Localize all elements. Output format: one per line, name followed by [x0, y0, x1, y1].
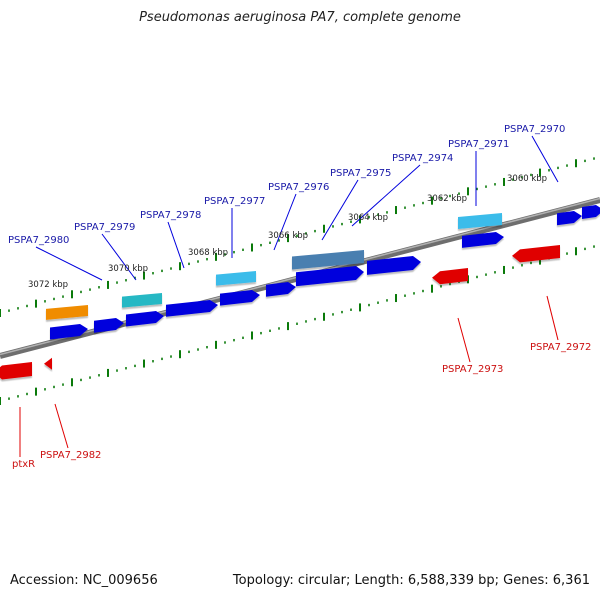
leader-line-forward	[351, 164, 421, 227]
gene-arrow-forward	[166, 300, 218, 317]
gene-label-reverse: PSPA7_2973	[442, 364, 503, 375]
leader-line-forward	[167, 221, 185, 269]
scale-labels: 3072 kbp 3070 kbp 3068 kbp 3066 kbp 3064 kbp…	[28, 174, 547, 290]
gene-arrow-forward	[367, 256, 421, 275]
gene-arrow-forward	[296, 266, 364, 287]
gene-box-cyan	[216, 271, 256, 286]
gene-label-forward: PSPA7_2975	[330, 168, 391, 179]
leader-line-forward	[35, 246, 103, 281]
gene-box-cyan	[458, 213, 502, 230]
gene-label-forward: PSPA7_2977	[204, 196, 265, 207]
leader-line-reverse	[54, 403, 69, 449]
gene-box-orange	[46, 305, 88, 320]
gene-label-forward: PSPA7_2979	[74, 222, 135, 233]
scale-label: 3062 kbp	[427, 194, 467, 204]
leader-line-forward	[531, 135, 559, 183]
gene-arrow-forward	[126, 311, 164, 327]
gene-arrow-forward	[462, 232, 504, 248]
gene-label-forward: PSPA7_2978	[140, 210, 201, 221]
gene-arrow-forward	[94, 318, 124, 333]
accession-text: Accession: NC_009656	[10, 573, 158, 588]
gene-arrow-forward	[266, 282, 296, 297]
gene-label-forward: PSPA7_2970	[504, 124, 565, 135]
leader-line-forward	[321, 179, 359, 241]
outer-tick-track	[0, 157, 595, 317]
genome-summary-text: Topology: circular; Length: 6,588,339 bp…	[232, 573, 590, 588]
gene-label-forward: PSPA7_2976	[268, 182, 329, 193]
gene-label-forward: PSPA7_2974	[392, 153, 453, 164]
inner-tick-track	[0, 245, 595, 405]
gene-arrow-reverse	[512, 245, 560, 263]
gene-label-forward: PSPA7_2971	[448, 139, 509, 150]
leader-line-reverse	[457, 317, 471, 363]
gene-arrow-reverse	[0, 362, 32, 380]
leader-line-forward	[273, 193, 297, 251]
gene-label-forward: PSPA7_2980	[8, 235, 69, 246]
gene-label-reverse: ptxR	[12, 459, 35, 470]
gene-features	[0, 205, 600, 380]
scale-label: 3066 kbp	[268, 231, 308, 241]
scale-label: 3060 kbp	[507, 174, 547, 184]
scale-label: 3064 kbp	[348, 213, 388, 223]
gene-arrow-forward	[50, 324, 88, 340]
gene-arrow-forward	[220, 290, 260, 306]
gene-label-reverse: PSPA7_2972	[530, 342, 591, 353]
gene-labels: PSPA7_2980 PSPA7_2979 PSPA7_2978PSPA7_2977…	[8, 124, 591, 470]
scale-label: 3068 kbp	[188, 248, 228, 258]
gene-label-reverse: PSPA7_2982	[40, 450, 101, 461]
gene-arrow-forward	[582, 205, 600, 220]
gene-box-teal	[122, 293, 162, 308]
scale-label: 3072 kbp	[28, 280, 68, 290]
gene-arrow-reverse	[432, 268, 468, 285]
label-leader-lines	[19, 135, 559, 457]
scale-label: 3070 kbp	[108, 264, 148, 274]
leader-line-forward	[101, 233, 137, 281]
gene-arrow-forward	[557, 211, 582, 226]
gene-arrow-reverse	[44, 357, 52, 370]
map-title: Pseudomonas aeruginosa PA7, complete gen…	[139, 10, 461, 25]
gene-box-steel	[292, 250, 364, 270]
leader-line-reverse	[546, 295, 559, 341]
